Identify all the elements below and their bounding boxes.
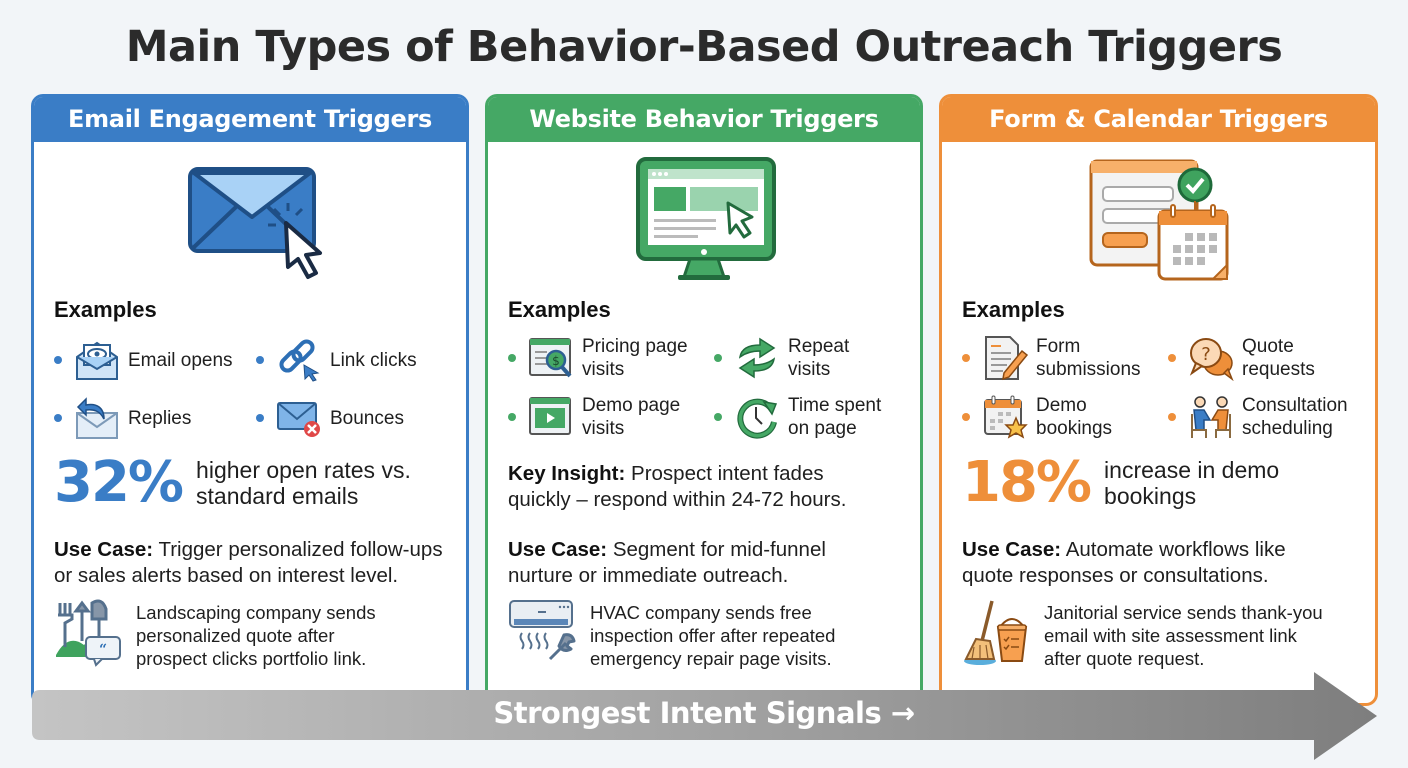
- svg-text:$: $: [552, 354, 560, 368]
- story-text: Janitorial service sends thank-you email …: [1044, 602, 1323, 669]
- card-heading: Email Engagement Triggers: [34, 97, 466, 142]
- bullet-dot: [256, 356, 264, 364]
- examples-label: Examples: [962, 297, 1065, 322]
- pricing-page-search-icon: $: [529, 338, 572, 378]
- reply-envelope-icon: [76, 397, 118, 439]
- demo-video-page-icon: [529, 397, 571, 435]
- bullet-dot: [714, 354, 722, 362]
- example-label: Email opens: [128, 349, 233, 371]
- example-label: Demo bookings: [1036, 395, 1113, 439]
- example-label: Bounces: [330, 407, 404, 429]
- svg-text:“: “: [99, 642, 107, 658]
- monitor-click-icon: [488, 155, 920, 295]
- example-label: Demo page visits: [582, 395, 681, 439]
- key-insight: Key Insight: Prospect intent fades quickl…: [508, 462, 847, 511]
- card-website-behavior: Website Behavior Triggers Examples $ Pri…: [485, 94, 923, 706]
- email-open-eye-icon: [76, 341, 118, 380]
- stat-value: 18%: [962, 450, 1092, 515]
- example-demo-bookings: Demo bookings: [962, 394, 1112, 440]
- story-text: Landscaping company sends personalized qu…: [136, 602, 376, 669]
- bullet-dot: [508, 413, 516, 421]
- example-quote-requests: ? Quote requests: [1168, 335, 1315, 381]
- stat-value: 32%: [54, 450, 184, 515]
- clock-time-icon: [737, 398, 778, 439]
- link-click-icon: [279, 339, 320, 382]
- bullet-dot: [1168, 413, 1176, 421]
- hvac-wrench-icon: [509, 600, 576, 661]
- example-link-clicks: Link clicks: [256, 337, 417, 383]
- example-story: “ Landscaping company sends personalized …: [54, 597, 376, 670]
- example-pricing-page-visits: $ Pricing page visits: [508, 335, 688, 381]
- repeat-arrows-icon: [738, 337, 776, 379]
- example-consultation-scheduling: Consultation scheduling: [1168, 394, 1348, 440]
- card-form-calendar: Form & Calendar Triggers Examples Form su…: [939, 94, 1378, 706]
- example-label: Repeat visits: [788, 336, 850, 380]
- use-case: Use Case: Segment for mid-funnel nurture …: [508, 538, 826, 587]
- example-label: Pricing page visits: [582, 336, 688, 380]
- envelope-click-icon: [34, 155, 466, 295]
- mop-bucket-icon: [964, 600, 1028, 665]
- stat-block: 18% increase in demo bookings: [962, 453, 1279, 513]
- example-form-submissions: Form submissions: [962, 335, 1141, 381]
- example-replies: Replies: [54, 395, 191, 441]
- example-time-spent-on-page: Time spent on page: [714, 394, 881, 440]
- stat-description: increase in demo bookings: [1104, 457, 1280, 509]
- story-text: HVAC company sends free inspection offer …: [590, 602, 836, 669]
- stat-description: higher open rates vs. standard emails: [196, 457, 411, 509]
- consultation-people-icon: [1191, 396, 1231, 438]
- intent-arrow-label: Strongest Intent Signals →: [493, 696, 915, 730]
- bullet-dot: [508, 354, 516, 362]
- examples-label: Examples: [54, 297, 157, 322]
- calendar-star-icon: [984, 395, 1028, 439]
- example-repeat-visits: Repeat visits: [714, 335, 849, 381]
- landscaping-tools-icon: “: [56, 599, 121, 667]
- example-bounces: Bounces: [256, 395, 404, 441]
- use-case: Use Case: Trigger personalized follow-up…: [54, 538, 443, 587]
- bullet-dot: [1168, 354, 1176, 362]
- form-calendar-check-icon: [942, 155, 1375, 295]
- example-label: Replies: [128, 407, 192, 429]
- example-label: Time spent on page: [788, 395, 882, 439]
- card-heading: Form & Calendar Triggers: [942, 97, 1375, 142]
- bullet-dot: [54, 356, 62, 364]
- bounce-envelope-icon: [277, 402, 320, 437]
- stat-block: 32% higher open rates vs. standard emails: [54, 453, 411, 513]
- svg-text:?: ?: [1201, 344, 1211, 365]
- example-demo-page-visits: Demo page visits: [508, 394, 680, 440]
- example-email-opens: Email opens: [54, 337, 233, 383]
- examples-label: Examples: [508, 297, 611, 322]
- form-pencil-icon: [985, 336, 1028, 381]
- bullet-dot: [962, 413, 970, 421]
- example-label: Link clicks: [330, 349, 417, 371]
- bullet-dot: [256, 414, 264, 422]
- bullet-dot: [962, 354, 970, 362]
- card-email-engagement: Email Engagement Triggers Examples Email…: [31, 94, 469, 706]
- example-label: Form submissions: [1036, 336, 1141, 380]
- example-label: Consultation scheduling: [1242, 395, 1348, 439]
- question-bubble-icon: ?: [1189, 338, 1234, 381]
- example-story: HVAC company sends free inspection offer …: [508, 597, 835, 670]
- bullet-dot: [54, 414, 62, 422]
- intent-arrow: [32, 672, 1377, 760]
- example-story: Janitorial service sends thank-you email …: [962, 597, 1323, 670]
- bullet-dot: [714, 413, 722, 421]
- card-heading: Website Behavior Triggers: [488, 97, 920, 142]
- example-label: Quote requests: [1242, 336, 1315, 380]
- page-title: Main Types of Behavior-Based Outreach Tr…: [125, 22, 1283, 72]
- use-case: Use Case: Automate workflows like quote r…: [962, 538, 1286, 587]
